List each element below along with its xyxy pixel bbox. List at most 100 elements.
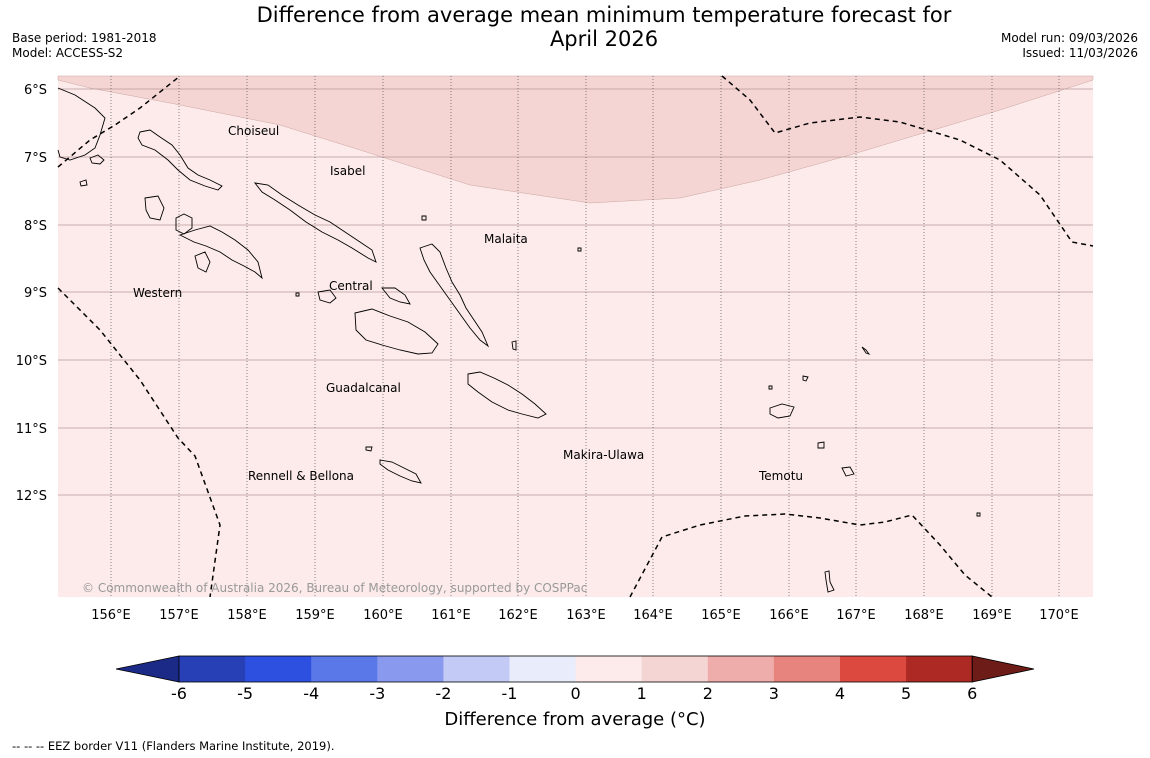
lon-label: 156°E — [91, 608, 131, 623]
lon-label: 163°E — [566, 608, 606, 623]
lat-gridlines — [58, 88, 1093, 496]
colorbar-extend-high — [971, 655, 1035, 683]
eez-border-nw — [57, 75, 181, 168]
lat-label: 8°S — [24, 219, 47, 234]
lon-label: 157°E — [159, 608, 199, 623]
label-central: Central — [329, 279, 373, 293]
bougainville-islet — [89, 154, 105, 165]
lat-label: 11°S — [16, 422, 47, 437]
colorbar: -6 -5 -4 -3 -2 -1 0 1 2 3 4 5 6 — [115, 655, 1035, 703]
colorbar-outline — [178, 655, 973, 683]
title-line-2: April 2026 — [549, 27, 659, 51]
title-line-1: Difference from average mean minimum tem… — [256, 3, 952, 27]
central-islands-coast — [317, 289, 337, 304]
colorbar-segment — [641, 656, 709, 682]
colorbar-segment — [377, 656, 444, 682]
label-malaita: Malaita — [484, 232, 528, 246]
lon-label: 165°E — [701, 608, 741, 623]
lat-label: 12°S — [16, 489, 47, 504]
lat-label: 7°S — [24, 151, 47, 166]
label-rennell: Rennell & Bellona — [248, 469, 354, 483]
longitude-labels: 156°E 157°E 158°E 159°E 160°E 161°E 162°… — [91, 608, 1079, 623]
anomaly-1-2-area — [57, 75, 1094, 204]
small-islet-6 — [577, 247, 582, 252]
lon-label: 164°E — [633, 608, 673, 623]
bougainville-coast — [57, 87, 106, 161]
western-islands-coast — [178, 225, 263, 280]
colorbar-segment — [707, 656, 775, 682]
new-georgia-coast — [144, 195, 165, 221]
colorbar-segment — [443, 656, 510, 682]
nggela-coast — [381, 287, 411, 305]
lon-label: 167°E — [836, 608, 876, 623]
small-islet-2 — [511, 340, 517, 351]
label-western: Western — [133, 286, 182, 300]
lon-label: 160°E — [363, 608, 403, 623]
colorbar-tick-label: 6 — [967, 684, 977, 703]
lon-label: 158°E — [227, 608, 267, 623]
coastlines — [57, 87, 981, 593]
small-islet-4 — [976, 512, 981, 517]
colorbar-tick-label: 1 — [637, 684, 647, 703]
colorbar-segment — [311, 656, 378, 682]
rennell-coast — [379, 459, 422, 484]
label-temotu: Temotu — [758, 469, 803, 483]
lat-label: 10°S — [16, 354, 47, 369]
colorbar-segment — [245, 656, 312, 682]
lon-label: 170°E — [1039, 608, 1079, 623]
guadalcanal-coast — [354, 308, 439, 355]
colorbar-tick-label: -3 — [369, 684, 385, 703]
footer-note: -- -- -- EEZ border V11 (Flanders Marine… — [12, 739, 335, 753]
colorbar-segment — [179, 656, 246, 682]
duff-islands-coast — [861, 346, 871, 355]
colorbar-tick-label: -5 — [237, 684, 253, 703]
label-guadalcanal: Guadalcanal — [326, 381, 401, 395]
lon-label: 168°E — [904, 608, 944, 623]
eez-borders — [57, 75, 1094, 598]
eez-border-sw — [57, 287, 221, 598]
colorbar-segment — [575, 656, 643, 682]
issued-date: Issued: 11/03/2026 — [1022, 46, 1138, 60]
colorbar-tick-label: 5 — [901, 684, 911, 703]
eez-border-se — [629, 513, 993, 598]
small-islet-5 — [421, 215, 427, 221]
anomaly-shading — [57, 75, 1094, 597]
lon-label: 169°E — [972, 608, 1012, 623]
lat-label: 6°S — [24, 83, 47, 98]
lon-label: 159°E — [295, 608, 335, 623]
model-name: Model: ACCESS-S2 — [12, 46, 124, 60]
small-islet-7 — [295, 292, 300, 297]
colorbar-title: Difference from average (°C) — [444, 709, 706, 730]
colorbar-tick-label: -6 — [171, 684, 187, 703]
colorbar-tick-label: -1 — [502, 684, 518, 703]
rendova-coast — [194, 251, 211, 273]
lon-label: 166°E — [769, 608, 809, 623]
colorbar-tick-label: 4 — [835, 684, 845, 703]
kolombangara-coast — [175, 213, 193, 235]
malaita-coast — [419, 243, 490, 348]
colorbar-tick-label: 0 — [571, 684, 581, 703]
meta-left: Base period: 1981-2018 Model: ACCESS-S2 — [12, 31, 157, 61]
temotu-islet-3 — [824, 570, 835, 593]
colorbar-segment — [906, 656, 973, 682]
colorbar-tick-label: 2 — [703, 684, 713, 703]
colorbar-segment — [509, 656, 577, 682]
choiseul-coast — [137, 129, 223, 191]
copyright-text: © Commonwealth of Australia 2026, Bureau… — [82, 581, 587, 595]
colorbar-segment — [773, 656, 841, 682]
colorbar-tick-label: -2 — [435, 684, 451, 703]
colorbar-extend-low — [115, 655, 180, 683]
reef-islands-coast — [802, 375, 809, 382]
label-isabel: Isabel — [330, 164, 365, 178]
lon-label: 162°E — [498, 608, 538, 623]
small-islet — [79, 179, 88, 187]
province-labels: Choiseul Isabel Malaita Western Central … — [133, 124, 803, 483]
isabel-coast — [253, 182, 377, 263]
model-run: Model run: 09/03/2026 — [1000, 31, 1138, 45]
meta-right: Model run: 09/03/2026 Issued: 11/03/2026 — [1001, 31, 1138, 61]
temotu-islet-2 — [841, 466, 855, 477]
temotu-islet-1 — [817, 441, 825, 449]
makira-coast — [467, 371, 547, 419]
colorbar-tick-label: 3 — [769, 684, 779, 703]
